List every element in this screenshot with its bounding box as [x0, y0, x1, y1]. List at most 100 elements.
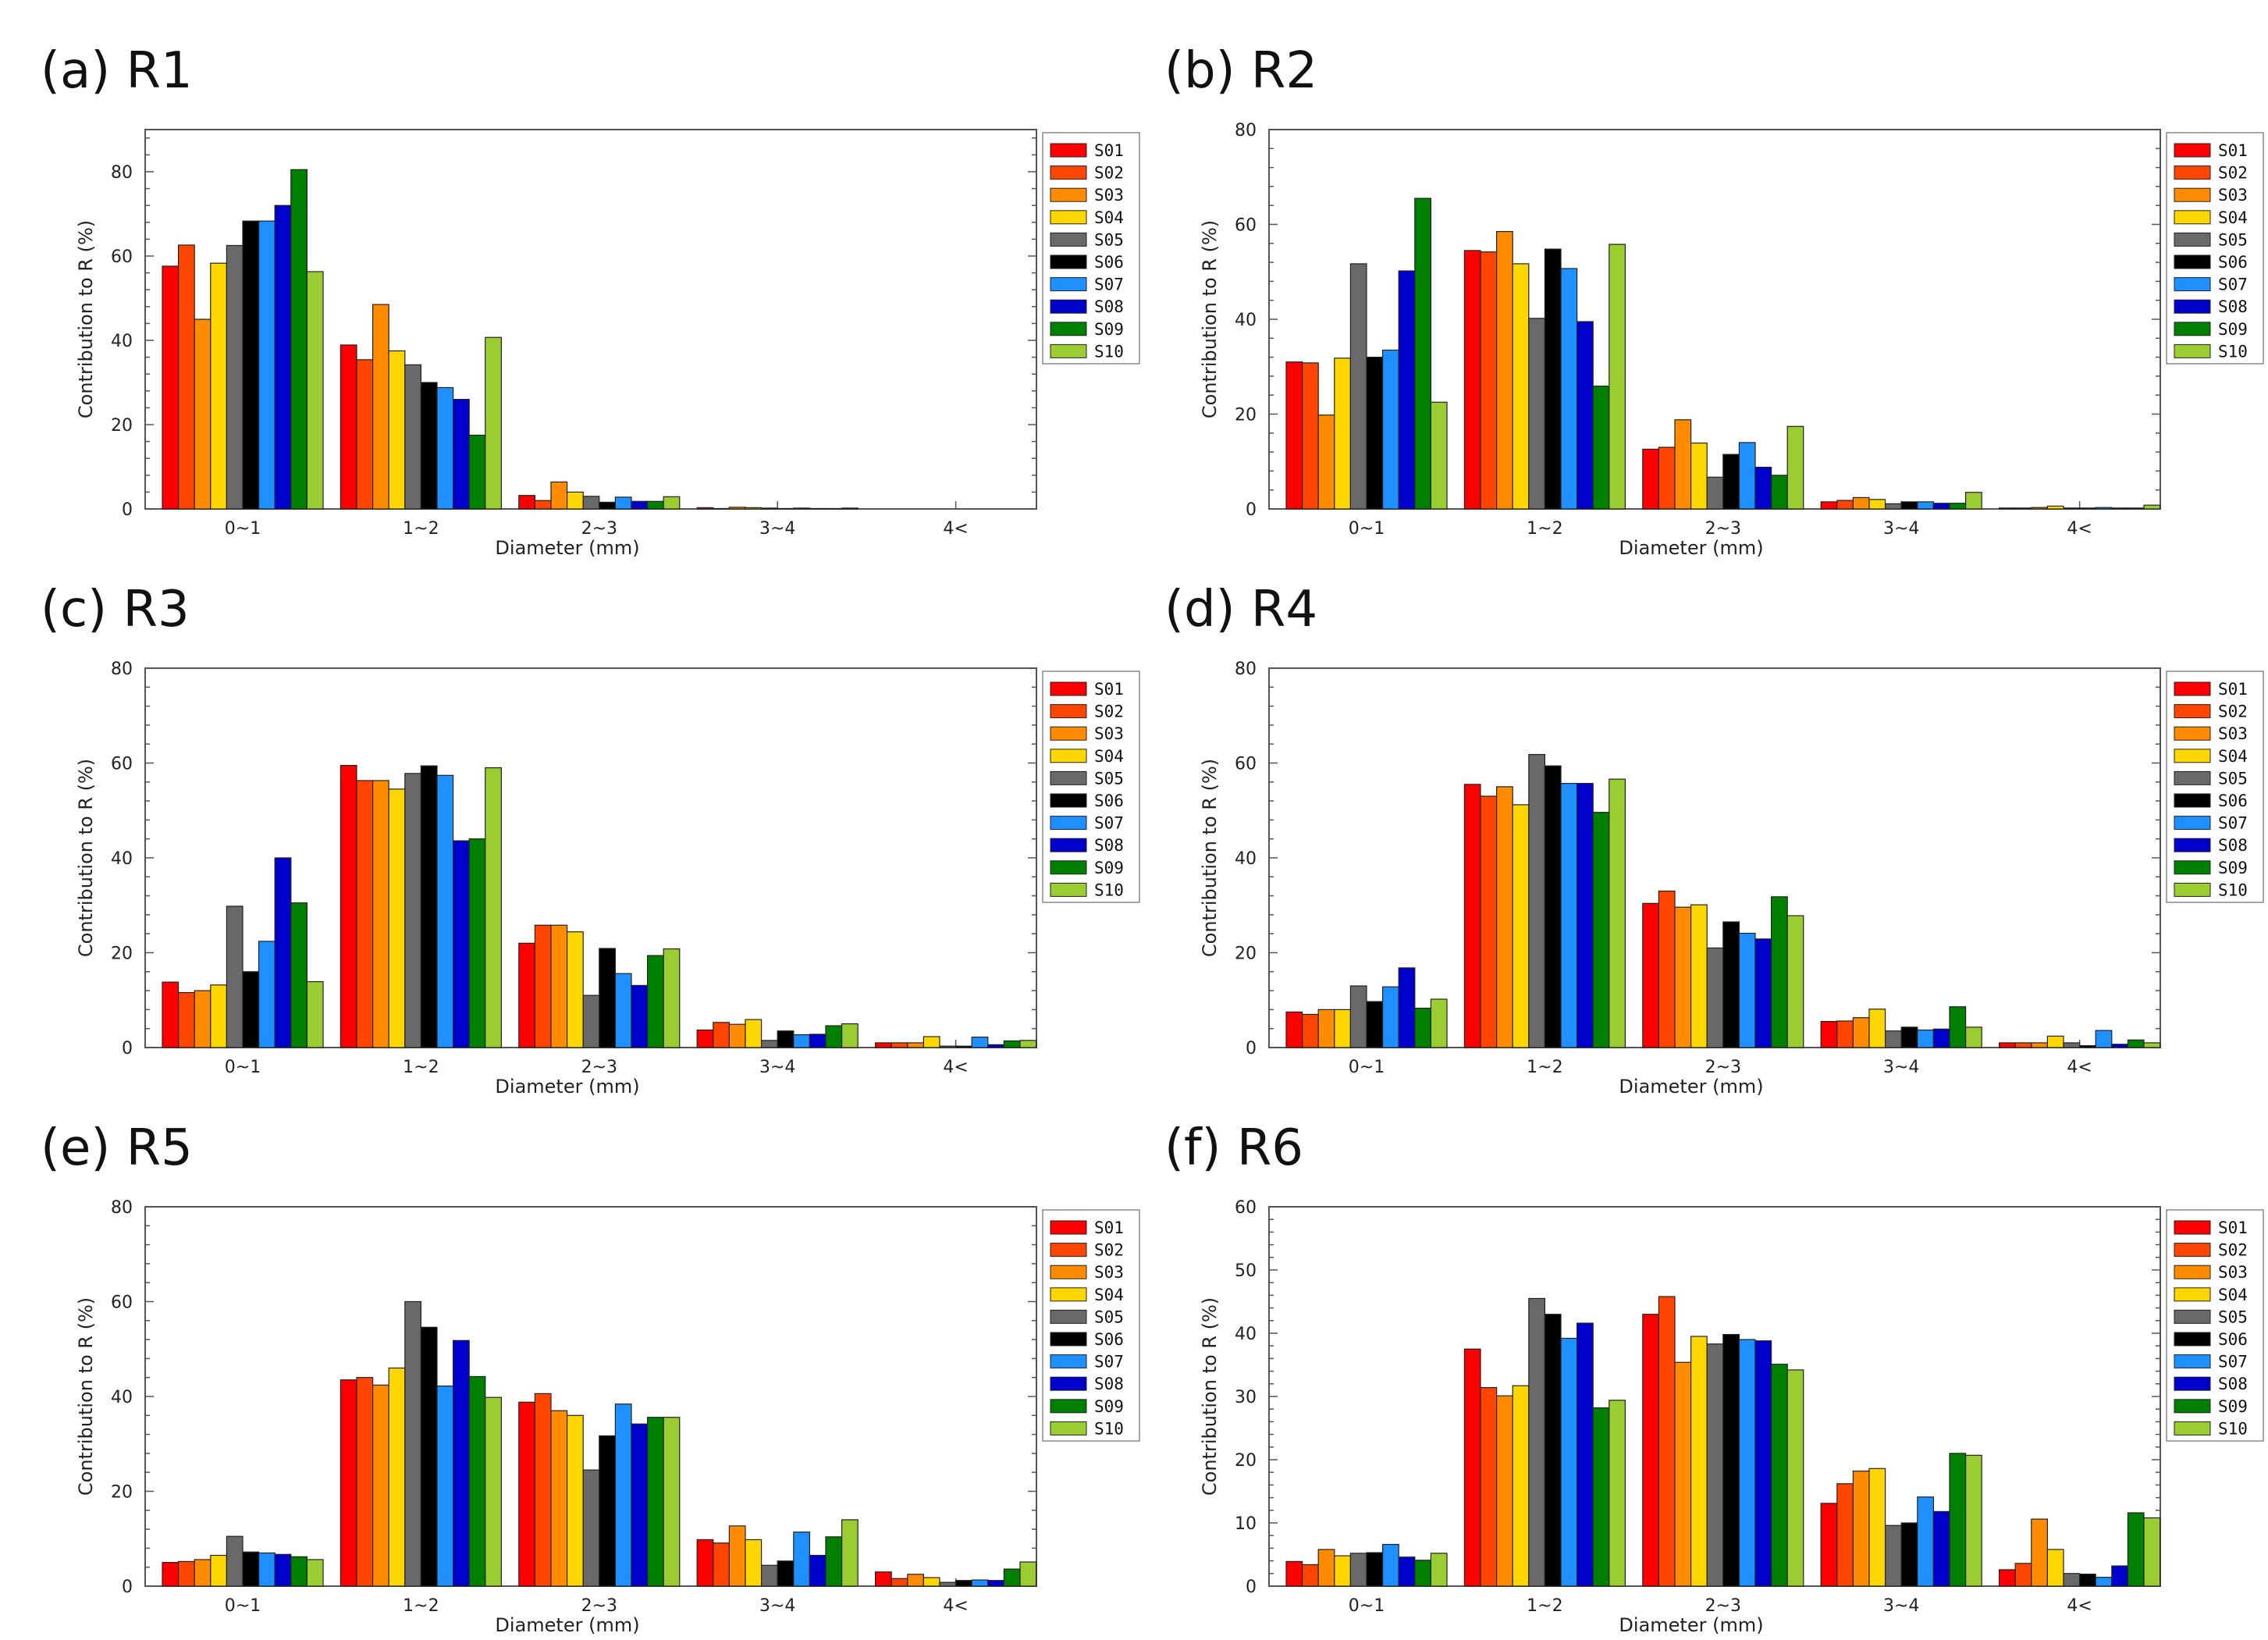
bar-s03	[728, 507, 746, 510]
bar-s06	[420, 765, 438, 1048]
legend-label-s04: S04	[1094, 747, 1124, 766]
legend-swatch-s05	[1050, 232, 1087, 247]
bar-s04	[388, 788, 406, 1048]
bar-s01	[1820, 1503, 1838, 1587]
bar-s10	[1430, 1553, 1448, 1587]
legend-label-s09: S09	[1094, 320, 1124, 339]
legend: S01 S02 S03 S04 S05 S06 S07 S08 S09 S10	[1042, 132, 1140, 365]
y-tick-label: 60	[111, 755, 133, 774]
bar-s05	[1349, 985, 1367, 1048]
bar-s07	[1560, 1337, 1578, 1587]
bar-s04	[210, 262, 227, 510]
bar-s02	[534, 500, 552, 510]
bar-s02	[1658, 1296, 1676, 1587]
y-tick-label: 20	[1235, 406, 1257, 425]
bar-s09	[290, 169, 307, 510]
x-tick-label: 0~1	[225, 1596, 261, 1616]
y-tick-label: 0	[1246, 1578, 1257, 1597]
bar-s04	[745, 1539, 763, 1587]
legend-label-s10: S10	[1094, 342, 1124, 361]
x-tick-label: 1~2	[1527, 1596, 1562, 1616]
bar-s08	[987, 1044, 1005, 1048]
bar-s06	[1722, 1334, 1740, 1587]
bar-s08	[809, 507, 827, 510]
bar-s10	[1609, 778, 1626, 1048]
legend-swatch-s07	[2174, 1354, 2211, 1369]
legend-label-s08: S08	[2218, 297, 2248, 316]
legend-swatch-s05	[1050, 770, 1087, 785]
bar-s09	[646, 1417, 664, 1587]
y-tick-label: 80	[111, 1198, 133, 1218]
bar-s05	[1528, 1297, 1545, 1587]
y-tick-label: 20	[111, 416, 133, 436]
legend-label-s08: S08	[2218, 836, 2248, 855]
x-tick-label: 4<	[943, 519, 968, 539]
bar-s09	[2127, 507, 2145, 510]
chart-title: (d) R4	[1164, 581, 1317, 639]
bar-s05	[404, 364, 421, 510]
legend-label-s09: S09	[2218, 320, 2248, 339]
bar-s07	[614, 496, 632, 510]
bar-s02	[356, 1377, 374, 1587]
legend-label-s10: S10	[2218, 342, 2248, 361]
legend-label-s04: S04	[2218, 747, 2248, 766]
bar-s06	[1544, 248, 1562, 510]
bar-s04	[210, 1554, 227, 1587]
legend-label-s03: S03	[2218, 1263, 2248, 1282]
x-tick-label: 2~3	[581, 1058, 617, 1077]
bar-s08	[1576, 321, 1594, 510]
bar-s03	[1317, 1549, 1335, 1587]
legend-swatch-s02	[1050, 704, 1087, 719]
bar-s02	[2014, 507, 2032, 510]
bar-s01	[162, 265, 180, 510]
bar-s03	[550, 924, 568, 1048]
bar-s01	[1463, 250, 1481, 510]
bar-s04	[2046, 505, 2064, 510]
bar-s07	[1382, 986, 1399, 1048]
y-tick-label: 40	[1235, 849, 1257, 869]
bar-s03	[1496, 231, 1513, 510]
legend-label-s01: S01	[2218, 141, 2248, 160]
legend-swatch-s06	[2174, 1332, 2211, 1347]
bar-s06	[2078, 1044, 2096, 1048]
chart-title: (e) R5	[41, 1119, 193, 1177]
bar-s08	[2111, 1565, 2129, 1587]
legend-swatch-s01	[1050, 143, 1087, 158]
legend-swatch-s08	[2174, 299, 2211, 314]
legend-label-s08: S08	[1094, 297, 1124, 316]
bar-s07	[258, 220, 276, 510]
legend-swatch-s02	[2174, 1243, 2211, 1258]
bar-s05	[2063, 1573, 2081, 1587]
bar-s04	[1868, 499, 1886, 510]
bar-s05	[1706, 476, 1724, 510]
bar-s08	[452, 1339, 470, 1587]
legend-label-s01: S01	[1094, 141, 1124, 160]
legend-swatch-s05	[2174, 1309, 2211, 1324]
x-axis-label: Diameter (mm)	[495, 537, 639, 559]
bar-s06	[1366, 357, 1384, 510]
bar-s06	[599, 1435, 616, 1587]
bar-s03	[2031, 1518, 2049, 1587]
bar-s01	[518, 942, 535, 1048]
x-tick-label: 0~1	[1349, 519, 1385, 539]
bar-s07	[1382, 1543, 1399, 1587]
bar-s10	[841, 1023, 858, 1048]
bar-s05	[1706, 1343, 1724, 1587]
legend-label-s09: S09	[1094, 1397, 1124, 1416]
y-tick-label: 0	[122, 1039, 133, 1058]
bar-s03	[1674, 906, 1692, 1048]
bar-s10	[1019, 1040, 1037, 1048]
bar-s06	[1900, 1522, 1918, 1587]
legend-label-s02: S02	[2218, 164, 2248, 183]
bar-s01	[339, 764, 357, 1048]
bar-s07	[1917, 501, 1934, 510]
legend-swatch-s10	[2174, 882, 2211, 897]
y-tick-label: 20	[111, 1483, 133, 1503]
legend-swatch-s10	[1050, 1421, 1087, 1435]
bar-s07	[1917, 1029, 1934, 1048]
bar-s02	[534, 924, 552, 1048]
legend-swatch-s08	[1050, 1376, 1087, 1391]
bar-s07	[1738, 1339, 1756, 1587]
y-tick-label: 40	[1235, 1325, 1257, 1344]
legend-swatch-s01	[2174, 681, 2211, 696]
